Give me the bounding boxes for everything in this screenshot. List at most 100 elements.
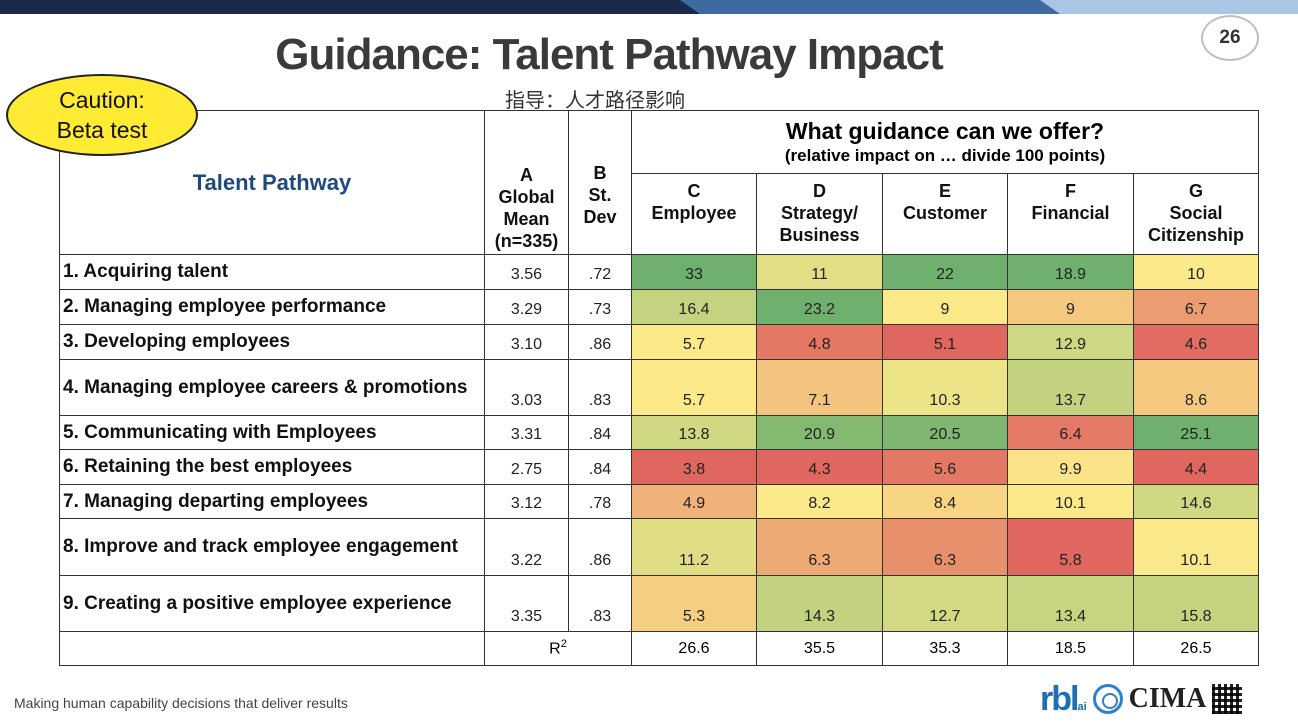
slide-title: Guidance: Talent Pathway Impact bbox=[275, 30, 943, 79]
heat-cell-strategy: 4.3 bbox=[756, 449, 883, 485]
slide-subtitle: 指导：人才路径影响 bbox=[505, 88, 685, 112]
table-row: 8. Improve and track employee engagement… bbox=[59, 518, 1259, 576]
heat-cell-social: 8.6 bbox=[1133, 359, 1259, 416]
heat-cell-financial: 9 bbox=[1007, 289, 1134, 325]
heat-cell-customer: 8.4 bbox=[882, 484, 1008, 519]
heat-cell-customer: 6.3 bbox=[882, 518, 1008, 576]
header-social-citizenship: G Social Citizenship bbox=[1133, 173, 1259, 255]
heat-cell-strategy: 4.8 bbox=[756, 324, 883, 360]
heat-cell-financial: 6.4 bbox=[1007, 415, 1134, 450]
st-dev-cell: .83 bbox=[568, 575, 632, 632]
r2-employee: 26.6 bbox=[631, 631, 757, 666]
row-label: 2. Managing employee performance bbox=[59, 289, 485, 325]
global-mean-cell: 3.29 bbox=[484, 289, 569, 325]
heat-cell-employee: 3.8 bbox=[631, 449, 757, 485]
heat-cell-employee: 5.7 bbox=[631, 324, 757, 360]
r2-financial: 18.5 bbox=[1007, 631, 1134, 666]
table-row: 4. Managing employee careers & promotion… bbox=[59, 359, 1259, 416]
heat-cell-customer: 20.5 bbox=[882, 415, 1008, 450]
r2-social: 26.5 bbox=[1133, 631, 1259, 666]
qr-code-icon bbox=[1212, 684, 1243, 714]
global-mean-cell: 3.22 bbox=[484, 518, 569, 576]
heat-cell-social: 4.4 bbox=[1133, 449, 1259, 485]
heat-cell-strategy: 14.3 bbox=[756, 575, 883, 632]
global-mean-cell: 3.12 bbox=[484, 484, 569, 519]
heat-cell-financial: 13.4 bbox=[1007, 575, 1134, 632]
heat-cell-financial: 13.7 bbox=[1007, 359, 1134, 416]
row-label: 1. Acquiring talent bbox=[59, 254, 485, 290]
row-label: 7. Managing departing employees bbox=[59, 484, 485, 519]
header-guidance-sub: (relative impact on … divide 100 points) bbox=[784, 146, 1106, 165]
table-row: 1. Acquiring talent 3.56.72 33 11 22 18.9 10 bbox=[59, 254, 1259, 290]
header-financial: F Financial bbox=[1007, 173, 1134, 255]
heat-cell-strategy: 23.2 bbox=[756, 289, 883, 325]
heat-cell-strategy: 20.9 bbox=[756, 415, 883, 450]
cima-logo: CIMA bbox=[1128, 683, 1207, 714]
r2-label: R2 bbox=[484, 631, 632, 666]
heat-cell-financial: 10.1 bbox=[1007, 484, 1134, 519]
r2-customer: 35.3 bbox=[882, 631, 1008, 666]
row-label: 6. Retaining the best employees bbox=[59, 449, 485, 485]
heat-cell-employee: 33 bbox=[631, 254, 757, 290]
r2-row: R2 26.6 35.5 35.3 18.5 26.5 bbox=[59, 631, 1259, 666]
row-label: 9. Creating a positive employee experien… bbox=[59, 575, 485, 632]
cima-emblem-icon bbox=[1092, 684, 1123, 714]
heat-cell-financial: 5.8 bbox=[1007, 518, 1134, 576]
header-employee: C Employee bbox=[631, 173, 757, 255]
heat-cell-customer: 22 bbox=[882, 254, 1008, 290]
heat-cell-employee: 13.8 bbox=[631, 415, 757, 450]
heat-cell-employee: 11.2 bbox=[631, 518, 757, 576]
page-number: 26 bbox=[1201, 15, 1259, 61]
header-guidance: What guidance can we offer? (relative im… bbox=[631, 110, 1259, 174]
st-dev-cell: .84 bbox=[568, 449, 632, 485]
table-row: 9. Creating a positive employee experien… bbox=[59, 575, 1259, 632]
st-dev-cell: .84 bbox=[568, 415, 632, 450]
heat-cell-employee: 16.4 bbox=[631, 289, 757, 325]
table-row: 6. Retaining the best employees 2.75.84 3.… bbox=[59, 449, 1259, 485]
global-mean-cell: 3.56 bbox=[484, 254, 569, 290]
st-dev-cell: .73 bbox=[568, 289, 632, 325]
footer-logos: rblai CIMA bbox=[1040, 679, 1243, 718]
caution-line-2: Beta test bbox=[56, 117, 148, 143]
header-global-mean: A Global Mean (n=335) bbox=[484, 110, 569, 255]
rbl-logo: rblai bbox=[1040, 679, 1087, 718]
talent-pathway-table: Talent Pathway A Global Mean (n=335) B St. De… bbox=[59, 110, 1259, 666]
heat-cell-customer: 5.1 bbox=[882, 324, 1008, 360]
heat-cell-social: 10.1 bbox=[1133, 518, 1259, 576]
heat-cell-social: 25.1 bbox=[1133, 415, 1259, 450]
heat-cell-strategy: 6.3 bbox=[756, 518, 883, 576]
heat-cell-strategy: 7.1 bbox=[756, 359, 883, 416]
table-row: 2. Managing employee performance 3.29.73 1… bbox=[59, 289, 1259, 325]
header-customer: E Customer bbox=[882, 173, 1008, 255]
row-label: 4. Managing employee careers & promotion… bbox=[59, 359, 485, 416]
header-st-dev: B St. Dev bbox=[568, 110, 632, 255]
st-dev-cell: .86 bbox=[568, 324, 632, 360]
table-row: 7. Managing departing employees 3.12.78 4.… bbox=[59, 484, 1259, 519]
global-mean-cell: 3.35 bbox=[484, 575, 569, 632]
row-label: 8. Improve and track employee engagement bbox=[59, 518, 485, 576]
table-row: 3. Developing employees 3.10.86 5.7 4.8 5.1 1… bbox=[59, 324, 1259, 360]
heat-cell-customer: 10.3 bbox=[882, 359, 1008, 416]
global-mean-cell: 3.10 bbox=[484, 324, 569, 360]
global-mean-cell: 2.75 bbox=[484, 449, 569, 485]
caution-badge: Caution: Beta test bbox=[6, 74, 198, 156]
heat-cell-employee: 4.9 bbox=[631, 484, 757, 519]
global-mean-cell: 3.03 bbox=[484, 359, 569, 416]
r2-blank bbox=[59, 631, 485, 666]
heat-cell-strategy: 11 bbox=[756, 254, 883, 290]
heat-cell-social: 6.7 bbox=[1133, 289, 1259, 325]
heat-cell-social: 4.6 bbox=[1133, 324, 1259, 360]
heat-cell-social: 14.6 bbox=[1133, 484, 1259, 519]
heat-cell-employee: 5.7 bbox=[631, 359, 757, 416]
heat-cell-customer: 5.6 bbox=[882, 449, 1008, 485]
top-banner bbox=[0, 0, 1298, 14]
footer-tagline: Making human capability decisions that d… bbox=[14, 695, 348, 711]
global-mean-cell: 3.31 bbox=[484, 415, 569, 450]
r2-strategy: 35.5 bbox=[756, 631, 883, 666]
heat-cell-strategy: 8.2 bbox=[756, 484, 883, 519]
row-label: 5. Communicating with Employees bbox=[59, 415, 485, 450]
heat-cell-employee: 5.3 bbox=[631, 575, 757, 632]
heat-cell-customer: 12.7 bbox=[882, 575, 1008, 632]
st-dev-cell: .86 bbox=[568, 518, 632, 576]
row-label: 3. Developing employees bbox=[59, 324, 485, 360]
